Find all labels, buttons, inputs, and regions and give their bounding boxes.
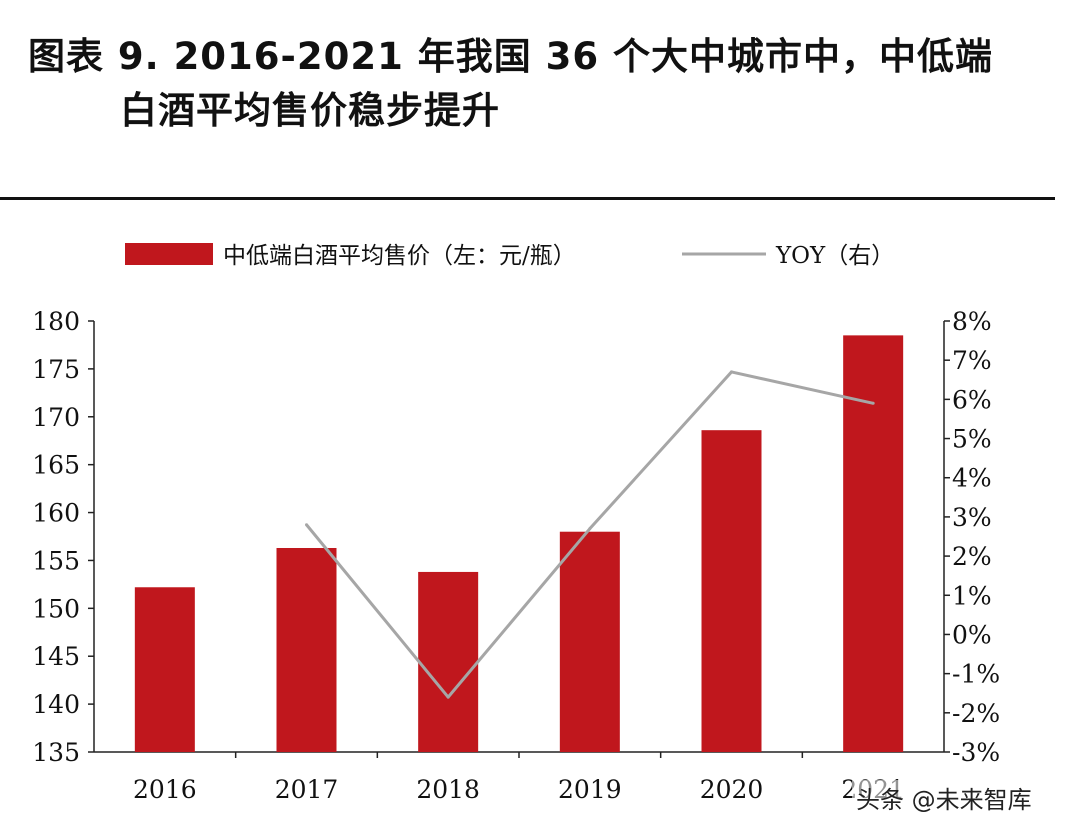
left-tick-label: 165 xyxy=(32,451,80,480)
right-tick-label: 8% xyxy=(952,307,992,336)
right-tick-label: 0% xyxy=(952,620,992,649)
left-tick-label: 180 xyxy=(32,307,80,336)
right-tick-label: 5% xyxy=(952,425,992,454)
yoy-point-2018 xyxy=(446,695,450,699)
left-tick-label: 170 xyxy=(32,403,80,432)
watermark: 头条 @未来智库 xyxy=(852,780,1036,815)
price-bar-2019 xyxy=(559,531,620,752)
legend-bar-label: 中低端白酒平均售价（左：元/瓶） xyxy=(223,243,576,269)
x-tick-label: 2018 xyxy=(416,775,480,804)
left-tick-label: 135 xyxy=(32,738,80,767)
yoy-point-2019 xyxy=(588,527,592,531)
bar-series xyxy=(134,335,904,752)
legend-bar-swatch xyxy=(125,243,213,265)
right-tick-label: -2% xyxy=(952,699,1000,728)
legend: 中低端白酒平均售价（左：元/瓶） YOY（右） xyxy=(125,243,894,269)
price-bar-2021 xyxy=(843,335,904,752)
yoy-point-2020 xyxy=(730,370,733,374)
right-tick-label: -1% xyxy=(952,660,1000,689)
right-tick-label: -3% xyxy=(952,738,1000,767)
yoy-point-2021 xyxy=(871,401,875,405)
price-bar-2018 xyxy=(418,571,479,752)
title-line-1: 图表 9. 2016-2021 年我国 36 个大中城市中，中低端 xyxy=(28,35,994,78)
price-bar-2017 xyxy=(276,547,337,752)
price-bar-2020 xyxy=(701,430,762,752)
x-tick-label: 2016 xyxy=(133,775,197,804)
right-tick-label: 2% xyxy=(952,542,992,571)
left-tick-label: 175 xyxy=(32,355,80,384)
left-tick-label: 145 xyxy=(32,642,80,671)
title-divider xyxy=(0,197,1055,200)
left-tick-label: 150 xyxy=(32,594,80,623)
yoy-line-series xyxy=(305,370,875,699)
chart-title: 图表 9. 2016-2021 年我国 36 个大中城市中，中低端 白酒平均售价… xyxy=(28,30,1058,138)
right-tick-label: 7% xyxy=(952,346,992,375)
right-tick-label: 4% xyxy=(952,464,992,493)
right-tick-label: 1% xyxy=(952,581,992,610)
right-tick-label: 6% xyxy=(952,385,992,414)
left-tick-label: 140 xyxy=(32,690,80,719)
x-tick-label: 2017 xyxy=(275,775,339,804)
price-bar-2016 xyxy=(134,587,195,752)
left-tick-label: 160 xyxy=(32,499,80,528)
chart-axes: 135 140 145 150 155 160 165 170 175 180 -3% -2% -1% 0… xyxy=(32,307,1000,804)
right-tick-label: 3% xyxy=(952,503,992,532)
left-tick-label: 155 xyxy=(32,546,80,575)
x-tick-label: 2019 xyxy=(558,775,622,804)
legend-line-label: YOY（右） xyxy=(775,243,894,269)
yoy-point-2017 xyxy=(305,523,308,527)
x-tick-label: 2020 xyxy=(700,775,764,804)
title-line-2: 白酒平均售价稳步提升 xyxy=(120,89,500,132)
